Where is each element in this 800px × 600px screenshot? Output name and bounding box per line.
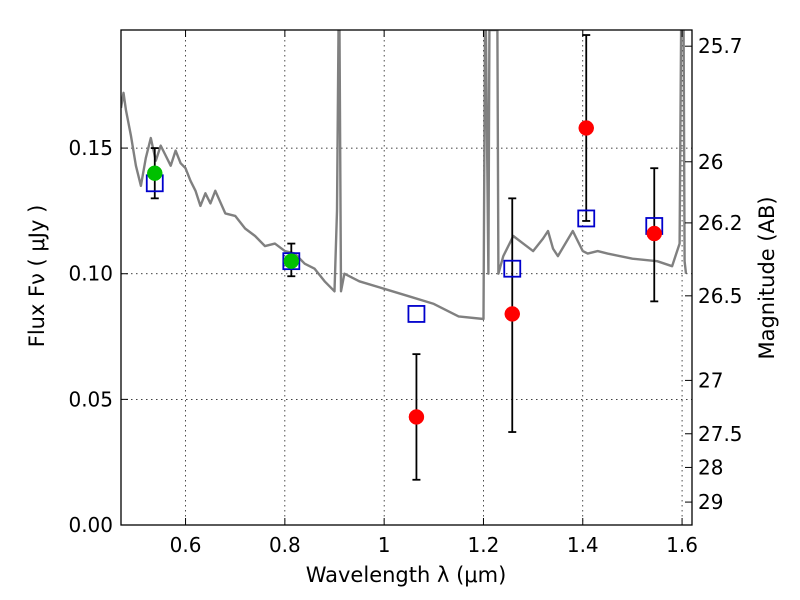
measurement-point [578, 120, 594, 136]
y2-tick-label: 26.5 [698, 284, 743, 308]
model-spectrum-line [121, 30, 688, 321]
model-photometry-marker [503, 259, 522, 278]
model-spectrum-layer [121, 30, 688, 321]
grid-lines [121, 30, 692, 525]
y-tick-label: 0.10 [68, 262, 113, 286]
y-tick-label: 0.05 [68, 387, 113, 411]
y-tick-label: 0.00 [68, 513, 113, 537]
y2-tick-label: 25.7 [698, 34, 743, 58]
x-tick-label: 0.6 [170, 533, 202, 557]
y2-axis-label: Magnitude (AB) [755, 196, 779, 359]
tick-labels: 0.6 0.8 1 1.2 1.4 1.6 0.00 0.05 0.10 0.15 25.7 26 26… [68, 34, 742, 557]
detection-point [147, 165, 163, 181]
x-tick-label: 1 [378, 533, 391, 557]
x-tick-label: 0.8 [269, 533, 301, 557]
y2-tick-label: 26.2 [698, 211, 743, 235]
axis-ticks [121, 30, 692, 526]
x-tick-label: 1.2 [468, 533, 500, 557]
y2-tick-label: 28 [698, 455, 723, 479]
model-photometry-marker [577, 209, 596, 228]
plot-frame [120, 29, 693, 526]
measurement-point [408, 409, 425, 425]
y2-tick-label: 26 [698, 150, 723, 174]
measurement-point [646, 225, 663, 242]
data-point-layer [145, 120, 664, 425]
x-axis-label: Wavelength λ (μm) [306, 563, 507, 587]
y2-tick-label: 29 [698, 490, 723, 514]
model-photometry-marker [407, 305, 426, 323]
model-photometry-marker [282, 252, 301, 271]
y2-tick-label: 27.5 [698, 422, 743, 446]
y-axis-label: Flux Fν ( μJy ) [25, 205, 49, 348]
y-tick-label: 0.15 [68, 136, 113, 160]
x-tick-label: 1.6 [666, 533, 698, 557]
measurement-point [504, 306, 521, 322]
x-tick-label: 1.4 [567, 533, 599, 557]
error-bar-layer [150, 34, 659, 481]
y2-tick-label: 27 [698, 368, 723, 392]
detection-point [283, 253, 300, 269]
